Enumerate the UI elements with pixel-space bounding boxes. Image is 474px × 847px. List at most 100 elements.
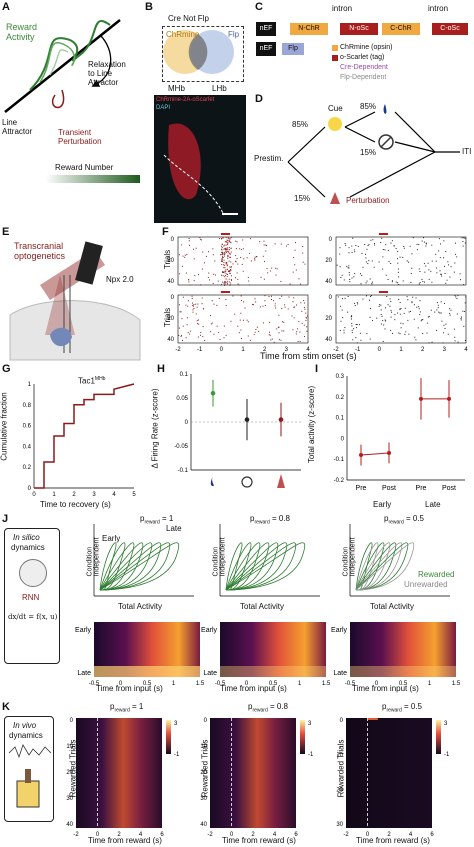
raster-spike [192,305,194,307]
raster-spike [227,257,229,259]
raster-spike [445,282,447,284]
raster-spike [298,278,300,280]
panel-i: I 0.3 0.2 0.1 0 -0.1 -0.2 Pre Post Pre Post Total… [307,362,474,512]
raster-spike [344,297,346,299]
raster-spike [200,331,202,333]
raster-spike [425,242,427,244]
raster-spike [269,334,271,336]
raster-spike [247,276,249,278]
raster-spike [223,248,225,250]
raster-spike [224,281,226,283]
raster-spike [306,315,308,317]
raster-spike [207,276,209,278]
raster-spike [372,239,374,241]
construct-1: nEF N-ChR N-oSc C-ChR C-oSc [256,22,470,36]
raster-spike [226,274,228,276]
raster-spike [281,295,283,297]
j-trajectory [355,542,415,591]
raster-spike [397,282,399,284]
j-ylabel-early: Early [201,627,217,634]
raster-spike [182,325,184,327]
raster-spike [367,263,369,265]
raster-spike [421,319,423,321]
raster-spike [419,300,421,302]
raster-spike [455,253,457,255]
raster-spike [461,237,463,239]
panel-b: B Cre Not Flp ChRmine Flp MHb LHb ChRmin… [140,0,250,230]
raster-spike [356,302,358,304]
raster-spike [423,263,425,265]
raster-spike [436,329,438,331]
raster-spike [221,260,223,262]
raster-spike [398,284,400,286]
raster-spike [230,268,232,270]
raster-ytick: 20 [325,258,332,264]
j-xtick: 1.5 [452,681,461,687]
raster-spike [224,270,226,272]
raster-spike [275,267,277,269]
raster-spike [462,240,464,242]
j-xtick: 1.5 [196,681,205,687]
raster-spike [444,265,446,267]
raster-spike [390,316,392,318]
raster-spike [366,248,368,250]
raster-spike [445,323,447,325]
raster-spike [425,265,427,267]
rnn-dynamics-plots: -0.5 0 0.5 1 1.5 Early Late -0.5 0 0.5 1 1.5 Early La… [75,524,461,687]
raster-spike [398,276,400,278]
raster-spike [211,300,213,302]
raster-spike [397,271,399,273]
raster-spike [362,266,364,268]
raster-ytick: 0 [329,237,333,243]
raster-spike [264,260,266,262]
raster-spike [450,309,452,311]
perturbation-label: Perturbation [346,196,390,205]
raster-spike [230,275,232,277]
raster-spike [399,333,401,335]
raster-spike [223,265,225,267]
stim-bar [220,291,230,293]
j-trajectory [99,542,144,591]
raster-spike [249,252,251,254]
panel-e: E Transcranial optogenetics Npx 2.0 [0,225,150,361]
raster-spike [304,263,306,265]
raster-spike [418,306,420,308]
raster-ytick: 0 [329,295,333,301]
raster-ytick: 0 [171,295,175,301]
raster-spike [254,331,256,333]
raster-spike [465,296,467,298]
raster-spike [275,307,277,309]
raster-spike [381,316,383,318]
raster-spike [394,319,396,321]
j-bottom-xlabel-2: Time from input (s) [220,684,287,693]
raster-spike [270,339,272,341]
raster-spike [230,320,232,322]
raster-spike [293,256,295,258]
raster-spike [366,261,368,263]
cumulative-plot: 0 0.2 0.4 0.6 0.8 1 0 1 2 3 4 5 [23,382,137,498]
raster-spike [303,300,305,302]
insilico-label: In silico [13,533,40,542]
j-trajectory [99,542,117,591]
raster-spike [229,249,231,251]
raster-spike [229,273,231,275]
raster-spike [202,308,204,310]
i-point [359,453,363,458]
raster-ytick: 20 [167,258,174,264]
raster-spike [272,300,274,302]
raster-spike [278,339,280,341]
raster-spike [365,282,367,284]
raster-spike [347,267,349,269]
raster-spike [443,302,445,304]
raster-spike [197,303,199,305]
raster-spike [225,251,227,253]
raster-spike [412,296,414,298]
k-colorbar [300,720,305,754]
raster-spike [188,279,190,281]
intron-label-2: intron [428,4,449,13]
raster-spike [306,317,308,319]
raster-spike [258,330,260,332]
raster-spike [188,333,190,335]
raster-ylabel-2: Trials [163,307,173,328]
raster-spike [187,300,189,302]
